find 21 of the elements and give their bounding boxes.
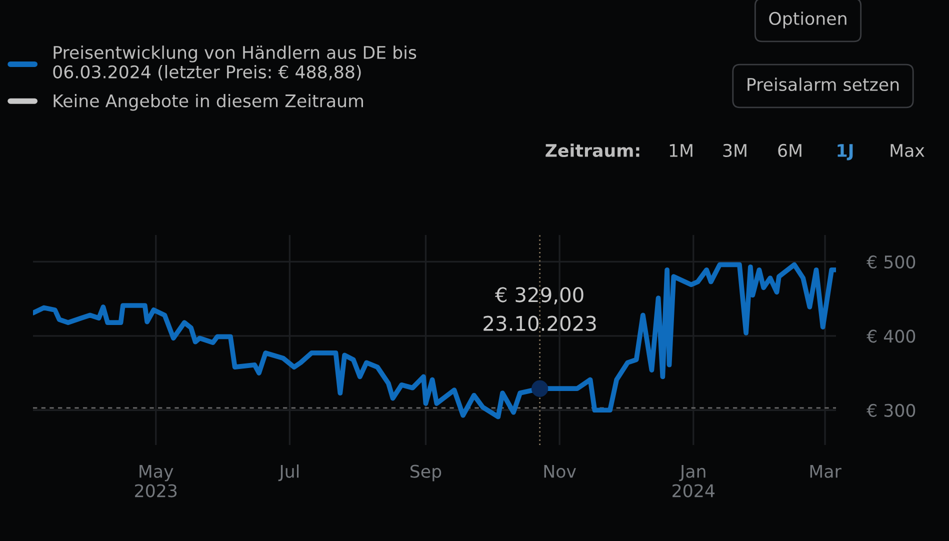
y-tick-label: € 400	[866, 330, 916, 343]
y-tick-label: € 500	[866, 255, 916, 269]
text: Preisalarm setzen	[748, 78, 899, 92]
text: 6M	[778, 144, 802, 158]
x-tick-label: Jan 2024	[672, 464, 715, 498]
x-tick-label: Mar	[810, 464, 842, 478]
x-tick-label: May 2023	[135, 464, 177, 498]
legend-label: Preisentwicklung von Händlern aus DE bis 06.03.2024 (letzter Preis: € 488,88)	[53, 46, 416, 81]
text: 1M	[670, 144, 692, 157]
x-tick-label: Jul	[278, 464, 299, 482]
x-tick-label: Nov	[544, 464, 576, 478]
text: Optionen	[769, 12, 846, 28]
text: 3M	[723, 144, 746, 158]
legend-label: Keine Angebote in diesem Zeitraum	[54, 94, 363, 111]
text: 1J	[838, 144, 853, 160]
text: Zeitraum:	[546, 144, 640, 158]
line-series	[33, 262, 836, 420]
annotation: € 329,00 23.10.2023	[484, 287, 596, 332]
x-tick-label: Sep	[410, 464, 442, 482]
y-tick-label: € 300	[866, 404, 916, 417]
text: Max	[890, 144, 924, 158]
